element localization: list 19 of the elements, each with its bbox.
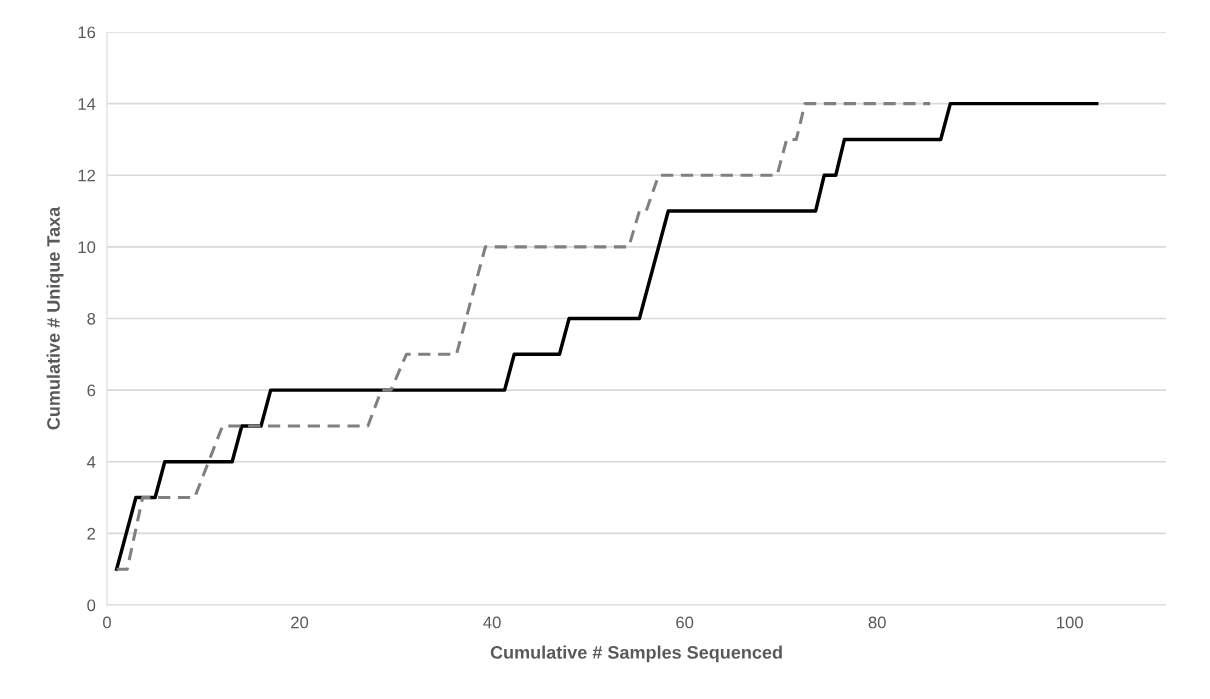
y-tick-label: 0 [87,599,96,612]
x-tick-label: 80 [868,616,886,629]
x-tick-label: 100 [1057,616,1083,629]
y-tick-label: 10 [78,241,96,254]
y-tick-label: 14 [78,98,96,110]
y-tick-label: 2 [87,527,96,540]
x-tick-label: 60 [676,616,694,629]
x-tick-label: 20 [291,616,309,629]
x-tick-label: 40 [483,616,501,629]
y-tick-label: 12 [78,169,96,182]
x-tick-label: 0 [103,616,111,629]
y-tick-label: 6 [87,384,96,397]
y-tick-label: 8 [87,312,96,325]
y-axis-title: Cumulative # Unique Taxa [46,206,64,430]
line-series [114,101,1099,571]
x-axis-title: Cumulative # Samples Sequenced [490,645,782,663]
y-tick-label: 4 [87,456,96,468]
y-tick-label: 16 [78,26,96,39]
line-series [115,102,932,571]
